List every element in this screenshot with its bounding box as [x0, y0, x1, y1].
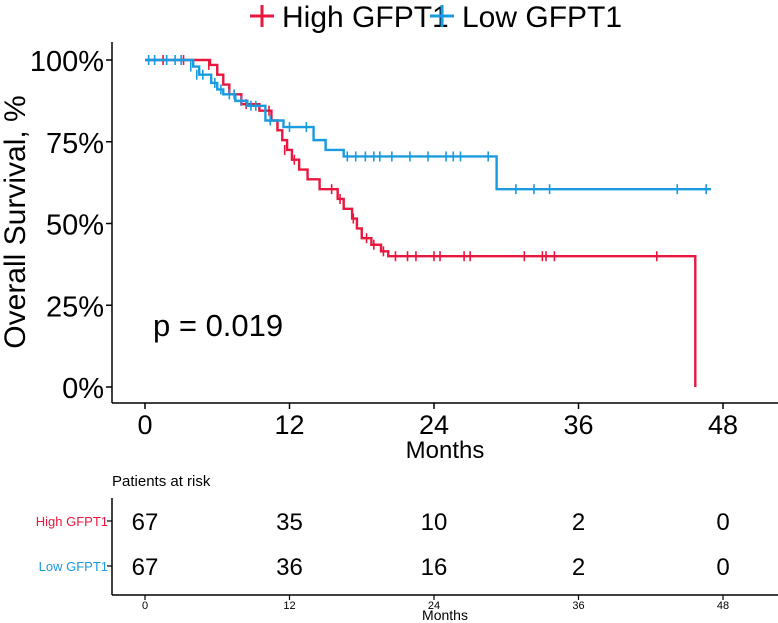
y-tick-label: 25% — [46, 291, 104, 323]
legend-label-high-gfpt1: High GFPT1 — [282, 1, 449, 34]
x-axis-ticks: 0 12 24 36 48 — [137, 403, 738, 440]
risk-row-label-low-gfpt1: Low GFPT1 — [39, 559, 108, 574]
risk-x-tick-label: 24 — [428, 600, 440, 612]
risk-table-title: Patients at risk — [112, 473, 211, 490]
x-tick-label: 12 — [274, 410, 304, 440]
x-tick-label: 24 — [419, 410, 449, 440]
risk-table: Patients at risk High GFPT1 67 35 10 2 0 Low G… — [36, 473, 778, 623]
risk-count-high-gfpt1: 35 — [276, 509, 303, 536]
risk-count-low-gfpt1: 36 — [276, 554, 303, 581]
y-tick-label: 0% — [62, 373, 104, 405]
risk-count-low-gfpt1: 16 — [421, 554, 448, 581]
x-tick-label: 0 — [137, 410, 152, 440]
risk-x-tick-label: 48 — [717, 600, 729, 612]
x-tick-label: 48 — [708, 410, 738, 440]
y-tick-label: 100% — [30, 46, 104, 78]
risk-x-tick-label: 36 — [572, 600, 584, 612]
main-plot: 0% 25% 50% 75% 100% 0 12 24 36 48 Overall Surviv… — [0, 42, 778, 464]
x-axis-title: Months — [406, 437, 485, 464]
legend-label-low-gfpt1: Low GFPT1 — [462, 1, 622, 34]
risk-x-tick-label: 0 — [142, 600, 148, 612]
risk-table-x-axis-title: Months — [422, 607, 468, 623]
risk-count-low-gfpt1: 0 — [716, 554, 729, 581]
survival-curves — [145, 55, 711, 387]
y-axis-title: Overall Survival, % — [0, 95, 32, 348]
survival-curve-high-gfpt1 — [145, 58, 697, 387]
y-axis-ticks: 0% 25% 50% 75% 100% — [30, 46, 112, 405]
risk-count-high-gfpt1: 67 — [132, 509, 159, 536]
y-tick-label: 50% — [46, 210, 104, 242]
risk-count-high-gfpt1: 0 — [716, 509, 729, 536]
p-value-annotation: p = 0.019 — [153, 308, 283, 343]
survival-curve-low-gfpt1 — [145, 58, 711, 191]
risk-count-high-gfpt1: 10 — [421, 509, 448, 536]
risk-row-label-high-gfpt1: High GFPT1 — [36, 514, 108, 529]
risk-table-x-ticks: 0 12 24 36 48 — [142, 595, 729, 612]
x-tick-label: 36 — [563, 410, 593, 440]
y-tick-label: 75% — [46, 128, 104, 160]
risk-table-rows: High GFPT1 67 35 10 2 0 Low GFPT1 67 36 16 2 0 — [36, 509, 730, 581]
risk-count-low-gfpt1: 67 — [132, 554, 159, 581]
risk-count-high-gfpt1: 2 — [572, 509, 585, 536]
legend: High GFPT1 Low GFPT1 — [250, 1, 622, 34]
risk-count-low-gfpt1: 2 — [572, 554, 585, 581]
risk-x-tick-label: 12 — [283, 600, 295, 612]
